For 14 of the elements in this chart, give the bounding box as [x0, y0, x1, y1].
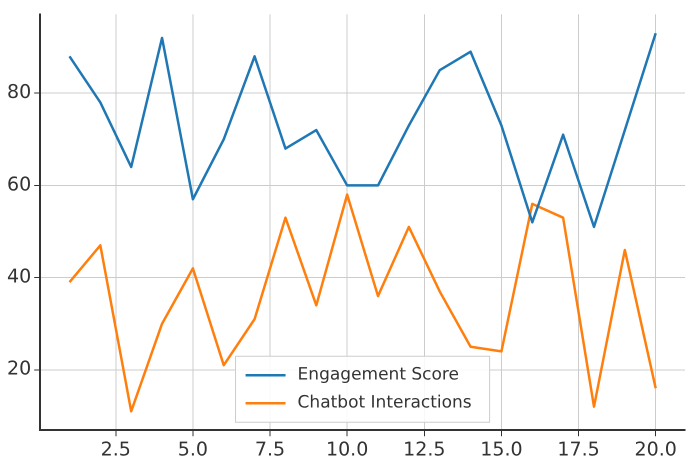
x-tick-label: 12.5 — [403, 438, 446, 461]
x-tick-label: 2.5 — [100, 438, 131, 461]
legend-label: Engagement Score — [298, 364, 460, 385]
x-tick-label: 20.0 — [634, 438, 677, 461]
x-tick-label: 17.5 — [557, 438, 600, 461]
y-tick-label: 60 — [6, 173, 32, 196]
x-tick-label: 7.5 — [254, 438, 286, 461]
x-tick-label: 10.0 — [326, 438, 368, 461]
legend-label: Chatbot Interactions — [298, 392, 472, 413]
y-tick-label: 80 — [6, 81, 32, 104]
y-tick-label: 40 — [6, 266, 32, 288]
x-tick-label: 15.0 — [480, 438, 523, 461]
y-tick-label: 20 — [6, 358, 32, 380]
x-tick-label: 5.0 — [178, 438, 208, 461]
